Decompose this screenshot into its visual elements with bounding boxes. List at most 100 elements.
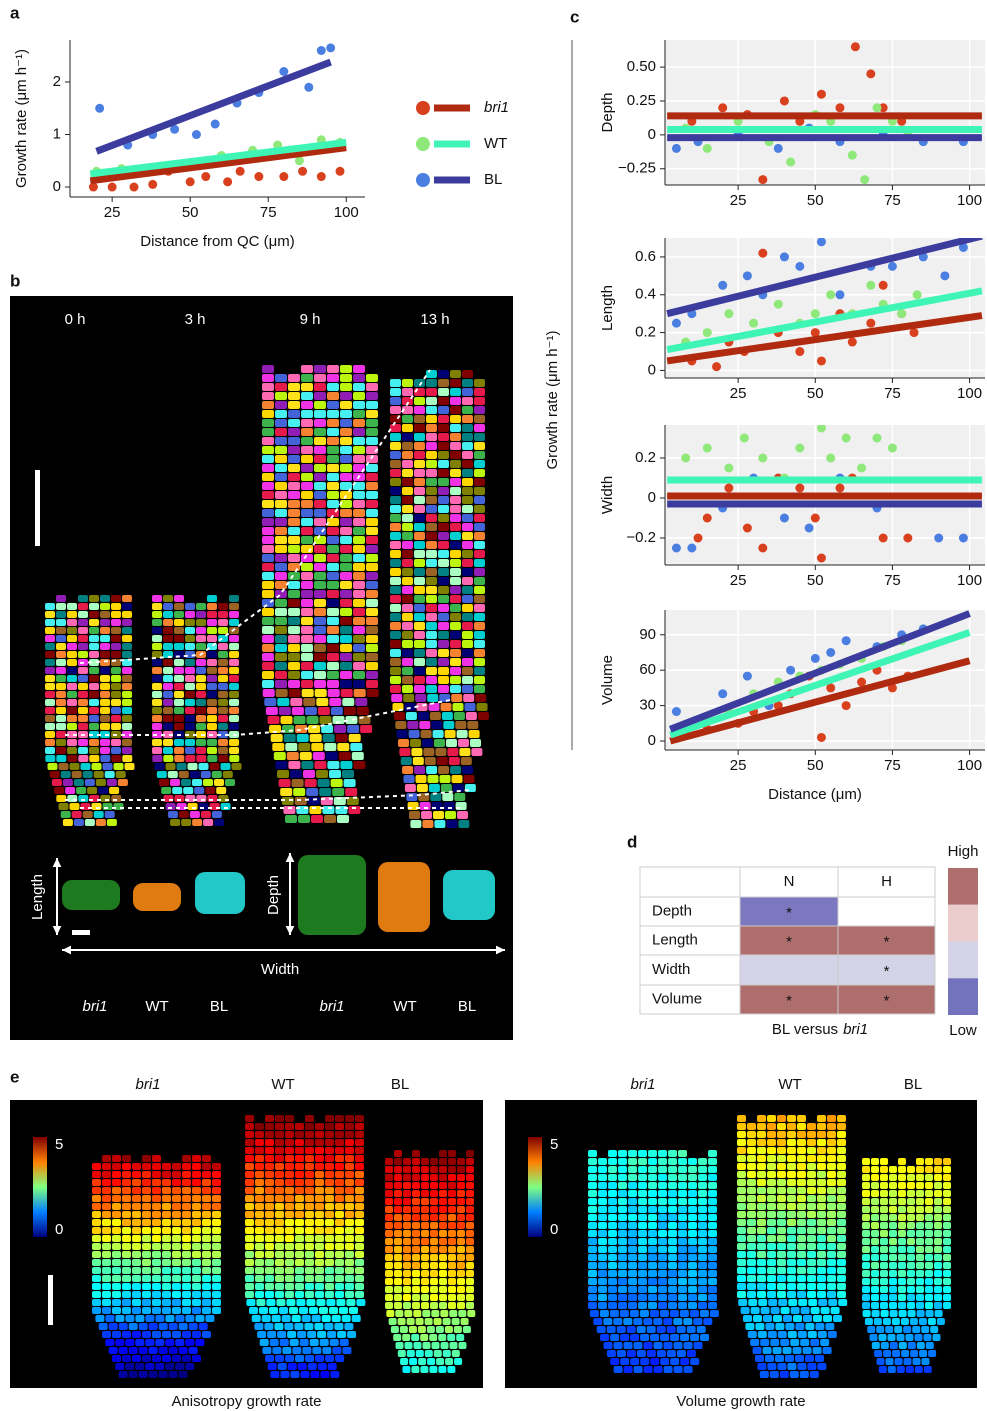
cell: [61, 811, 71, 818]
cell: [325, 1123, 334, 1130]
cell: [442, 793, 453, 801]
cell: [275, 1235, 284, 1242]
point: [89, 183, 98, 192]
cell: [943, 1270, 951, 1277]
cell: [218, 747, 228, 754]
cell: [402, 496, 413, 504]
cell: [78, 747, 88, 754]
cell: [807, 1251, 816, 1258]
cell: [943, 1166, 951, 1173]
cell: [325, 1227, 334, 1234]
cell: [335, 1195, 344, 1202]
cell: [353, 365, 365, 373]
cell: [87, 787, 97, 794]
cell: [265, 1187, 274, 1194]
cell: [185, 683, 195, 690]
cell: [111, 683, 121, 690]
cell: [385, 1270, 393, 1277]
cell: [817, 1203, 826, 1210]
cell: [438, 595, 449, 603]
cell: [678, 1278, 687, 1285]
cell: [100, 619, 110, 626]
cell: [817, 1259, 826, 1266]
cell: [218, 715, 228, 722]
cell: [100, 595, 110, 602]
cell: [67, 683, 77, 690]
cell: [335, 1259, 344, 1266]
cell: [795, 1323, 804, 1330]
cell: [255, 1283, 264, 1290]
cell: [450, 442, 461, 450]
cell: [45, 699, 55, 706]
cell: [598, 1206, 607, 1213]
cell: [871, 1278, 879, 1285]
cell: [430, 1262, 438, 1269]
cell: [45, 643, 55, 650]
cell: [288, 509, 300, 517]
point: [795, 262, 804, 271]
cell: [285, 1171, 294, 1178]
cell: [163, 755, 173, 762]
cell: [445, 811, 456, 819]
cell: [438, 505, 449, 513]
cell: [412, 1254, 420, 1261]
cell: [45, 627, 55, 634]
x-tick-label: 25: [730, 757, 747, 774]
cell: [182, 1211, 191, 1218]
cell: [412, 1238, 420, 1245]
cell: [438, 415, 449, 423]
cell: [301, 383, 313, 391]
cell: [182, 1283, 191, 1290]
cell: [410, 739, 421, 747]
cell: [280, 788, 292, 796]
cell: [880, 1238, 888, 1245]
cell: [262, 482, 274, 490]
cell: [172, 1219, 181, 1226]
cell: [162, 1251, 171, 1258]
cell: [466, 1222, 474, 1229]
cell: [301, 419, 313, 427]
cell: [56, 683, 66, 690]
cell: [438, 1366, 446, 1373]
cell: [174, 611, 184, 618]
cell: [459, 748, 470, 756]
point: [304, 83, 313, 92]
point: [279, 172, 288, 181]
cell: [688, 1198, 697, 1205]
cell: [122, 1195, 131, 1202]
cell: [163, 659, 173, 666]
cell: [708, 1182, 717, 1189]
cell: [618, 1214, 627, 1221]
cell: [439, 1190, 447, 1197]
cell: [807, 1363, 816, 1370]
cell: [305, 1243, 314, 1250]
y-axis-label: Growth rate (μm h⁻¹): [13, 49, 30, 188]
cell: [262, 662, 274, 670]
cell: [439, 1238, 447, 1245]
cell: [45, 611, 55, 618]
cell: [817, 1243, 826, 1250]
cell: [111, 643, 121, 650]
cell: [450, 370, 461, 378]
cell: [275, 455, 287, 463]
cell: [700, 1334, 709, 1341]
cell: [823, 1347, 832, 1354]
cell: [325, 1291, 334, 1298]
cell: [426, 523, 437, 531]
cell: [767, 1251, 776, 1258]
cell: [304, 1323, 313, 1330]
cell: [648, 1182, 657, 1189]
cell: [445, 730, 456, 738]
cell: [102, 1211, 111, 1218]
cell: [430, 1246, 438, 1253]
cell: [934, 1302, 942, 1309]
cell: [668, 1158, 677, 1165]
cell: [218, 675, 228, 682]
cell: [335, 1139, 344, 1146]
row-label: Depth: [652, 902, 692, 919]
point: [743, 672, 752, 681]
cell: [246, 1299, 255, 1306]
cell: [310, 1339, 319, 1346]
cell: [433, 811, 444, 819]
table-cell: [740, 955, 838, 985]
